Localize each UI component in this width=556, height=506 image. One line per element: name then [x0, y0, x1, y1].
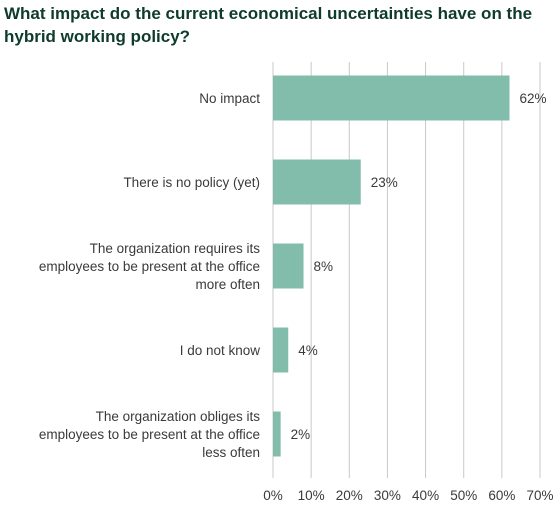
labels: 0% 10% 20% 30% 40% 50% 60% 70% 62% No impact 23% Th… [39, 91, 554, 503]
x-tick-label: 30% [374, 488, 401, 503]
category-label: more often [195, 277, 260, 292]
grid-lines [272, 62, 541, 478]
x-tick-label: 20% [336, 488, 363, 503]
chart-title: What impact do the current economical un… [4, 4, 533, 46]
category-label: The organization obliges its [96, 409, 261, 424]
category-label: There is no policy (yet) [123, 175, 260, 190]
value-label: 4% [298, 343, 318, 358]
category-label: employees to be present at the office [39, 259, 260, 274]
category-label: employees to be present at the office [39, 427, 260, 442]
value-label: 8% [314, 259, 334, 274]
bar [273, 159, 361, 205]
x-tick-label: 60% [488, 488, 515, 503]
bars [273, 75, 510, 457]
x-tick-label: 0% [263, 488, 283, 503]
category-label: No impact [199, 91, 260, 106]
x-tick-label: 40% [412, 488, 439, 503]
value-label: 23% [371, 175, 398, 190]
value-label: 62% [519, 91, 546, 106]
value-label: 2% [291, 427, 311, 442]
x-tick-label: 70% [526, 488, 553, 503]
category-label: less often [202, 445, 260, 460]
x-tick-label: 50% [450, 488, 477, 503]
category-label: The organization requires its [90, 241, 261, 256]
bar [273, 327, 289, 373]
bar [273, 243, 304, 289]
bar [273, 411, 281, 457]
category-label: I do not know [180, 343, 261, 358]
bar [273, 75, 510, 121]
x-tick-label: 10% [298, 488, 325, 503]
